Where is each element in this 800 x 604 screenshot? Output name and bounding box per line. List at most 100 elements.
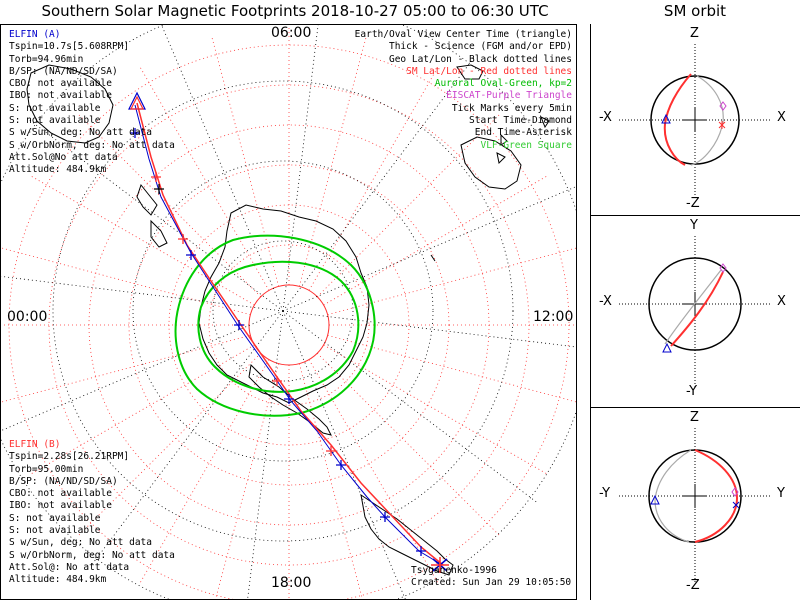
geo-latitude-circle xyxy=(132,160,434,462)
spacecraft-b-line: Tspin=2.28s[26.21RPM] xyxy=(9,451,130,463)
sm-longitude-line xyxy=(298,35,368,287)
tick-marks xyxy=(130,128,426,556)
legend-entry: Thick - Science (FGM and/or EPD) xyxy=(388,41,572,53)
spacecraft-a-line: S w/OrbNorm, deg: No att data xyxy=(9,139,175,151)
sm-longitude-line xyxy=(76,353,261,538)
orbit-xy-bottom: -Y xyxy=(686,384,698,399)
spacecraft-b-line: Torb=95.00min xyxy=(9,463,84,475)
spacecraft-a-line: Att.Sol@No att data xyxy=(9,151,118,163)
sm-longitude-line xyxy=(28,174,255,306)
geo-longitude-line xyxy=(282,310,406,599)
geo-longitude-line xyxy=(1,275,284,312)
legend: Earth/Oval View Center Time (triangle) Th… xyxy=(355,29,572,152)
legend-entry: Auroral Oval-Green, kp=2 xyxy=(434,78,572,90)
elfin-a-lines: Tspin=10.7s[5.608RPM] Torb=94.96min B/SP: … xyxy=(9,41,175,176)
spacecraft-a-line: S: not available xyxy=(9,115,101,127)
spacecraft-b-line: Att.Sol@: No att data xyxy=(9,561,130,573)
sm-longitude-line xyxy=(317,112,502,297)
geo-longitude-line xyxy=(90,310,284,567)
track-tick-mark xyxy=(154,184,164,194)
footer: Tsyganenko-1996 Created: Sun Jan 29 10:0… xyxy=(411,565,576,590)
footprint-map-panel: 06:00 00:00 12:00 18:00 ELFIN (A) Tspin=… xyxy=(0,24,577,600)
orbit-panel-xz: Z -Z -X X xyxy=(590,24,800,216)
lt-label-left: 00:00 xyxy=(7,309,48,325)
legend-entry: SM Lat/Lon - Red dotted lines xyxy=(406,65,572,77)
sm-longitude-line xyxy=(323,344,550,476)
auroral-oval-inner xyxy=(197,260,360,393)
spacecraft-a-line: CBO: not available xyxy=(9,78,112,90)
sm-longitude-line xyxy=(138,64,270,291)
orbit-title: SM orbit xyxy=(663,2,727,20)
geo-longitude-line xyxy=(282,25,319,312)
lt-label-bottom: 18:00 xyxy=(271,575,312,591)
page-title: Southern Solar Magnetic Footprints 2018-… xyxy=(41,2,549,20)
track-tick-mark xyxy=(326,446,336,456)
legend-entry: End Time-Asterisk xyxy=(474,127,572,139)
geo-longitude-line xyxy=(247,310,284,599)
spacecraft-b-line: S: not available xyxy=(9,525,101,537)
track-tick-mark xyxy=(284,394,294,404)
sm-longitude-line xyxy=(210,35,280,287)
orbit-xy-plot xyxy=(619,236,771,388)
spacecraft-b-line: B/SP: (NA/ND/SD/SA) xyxy=(9,475,118,487)
geo-longitude-line xyxy=(27,118,284,312)
islands xyxy=(430,64,550,262)
legend-entry: Start Time-Diamond xyxy=(469,115,572,127)
geo-latitude-circle xyxy=(212,240,354,382)
spacecraft-a-line: S w/Sun, deg: No att data xyxy=(9,127,152,139)
orbit-yz-right: Y xyxy=(777,486,785,501)
orbit-xz-bottom: -Z xyxy=(686,196,700,211)
orbit-yz-top: Z xyxy=(690,410,699,425)
spacecraft-b-line: CBO: not available xyxy=(9,488,112,500)
sm-longitude-line xyxy=(28,344,255,476)
legend-entry: VLF-Green Square xyxy=(480,139,572,151)
spacecraft-a-line: Altitude: 484.9km xyxy=(9,164,107,176)
lt-label-top: 06:00 xyxy=(271,25,312,41)
geo-longitude-line xyxy=(1,310,284,432)
elfin-b-lines: Tspin=2.28s[26.21RPM] Torb=95.00min B/SP: … xyxy=(9,451,175,586)
track-tick-mark xyxy=(130,128,140,138)
footprint-map xyxy=(1,25,576,599)
spacecraft-b-line: Altitude: 484.9km xyxy=(9,574,107,586)
sm-longitude-line xyxy=(215,363,280,599)
track-tick-mark xyxy=(416,546,426,556)
elfin-b-name: ELFIN (B) xyxy=(9,439,61,450)
sm-longitude-line xyxy=(1,334,251,403)
legend-entry: Geo Lat/Lon - Black dotted lines xyxy=(388,53,572,65)
orbit-xz-top: Z xyxy=(690,26,699,41)
orbit-yz-bottom: -Z xyxy=(686,578,700,593)
spacecraft-a-line: IBO: not available xyxy=(9,90,112,102)
spacecraft-a-line: Torb=94.96min xyxy=(9,53,84,65)
elfin-b-info: ELFIN (B) Tspin=2.28s[26.21RPM] Torb=95.0… xyxy=(9,439,175,587)
orbit-xz-left: -X xyxy=(599,110,612,125)
track-tick-mark xyxy=(151,172,161,182)
spacecraft-b-line: S w/OrbNorm, deg: No att data xyxy=(9,549,175,561)
track-tick-mark xyxy=(178,234,188,244)
spacecraft-b-line: S w/Sun, deg: No att data xyxy=(9,537,152,549)
orbit-panel-yz: Z -Z -Y Y xyxy=(590,408,800,600)
orbit-yz-left: -Y xyxy=(599,486,611,501)
elfin-a-track xyxy=(134,104,440,564)
geo-latitude-circle xyxy=(52,80,514,542)
start-triangle-b xyxy=(130,95,144,110)
geo-longitude-line xyxy=(282,310,539,504)
new-zealand-coast xyxy=(136,183,168,248)
sm-grid xyxy=(1,25,576,599)
elfin-a-name: ELFIN (A) xyxy=(9,29,61,40)
spacecraft-a-line: S: not available xyxy=(9,102,101,114)
africa-coast xyxy=(460,136,522,190)
legend-entry: Tick Marks every 5min xyxy=(451,102,572,114)
track-tick-mark xyxy=(234,320,244,330)
legend-entry: EISCAT-Purple Triangle xyxy=(446,90,572,102)
orbit-xz-right: X xyxy=(777,110,786,125)
spacecraft-b-line: S: not available xyxy=(9,512,101,524)
spacecraft-a-line: B/SP: (NA/ND/SD/SA) xyxy=(9,65,118,77)
sm-longitude-line xyxy=(308,64,440,291)
legend-entry: Earth/Oval View Center Time (triangle) xyxy=(354,29,572,40)
sm-longitude-line xyxy=(138,359,270,586)
sm-longitude-line xyxy=(308,359,440,586)
australia-coast xyxy=(26,64,114,144)
geo-longitude-line xyxy=(161,25,284,312)
orbit-xy-top: Y xyxy=(690,218,698,233)
spacecraft-a-line: Tspin=10.7s[5.608RPM] xyxy=(9,41,130,53)
